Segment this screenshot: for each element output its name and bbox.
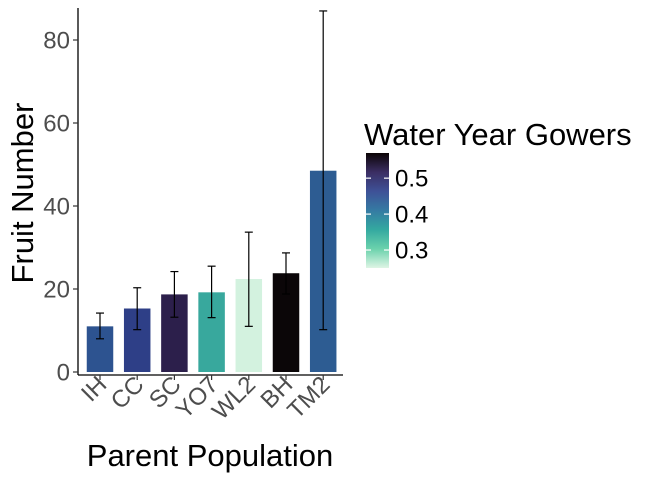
y-tick-label-80: 80: [43, 28, 70, 55]
error-bar-yo7: [207, 265, 216, 319]
y-tick-label-0: 0: [57, 360, 70, 387]
error-bar-tm2: [319, 10, 328, 331]
colorbar-label-0.3: 0.3: [395, 238, 428, 265]
x-tick-label-ih: IH: [76, 371, 112, 407]
x-tick-label-cc: CC: [106, 371, 150, 415]
error-bar-ih: [96, 312, 104, 340]
y-ticks: 0 20 40 60 80: [43, 28, 78, 387]
error-bar-wl2: [244, 231, 253, 327]
colorbar-label-0.4: 0.4: [395, 202, 428, 229]
legend-title: Water Year Gowers: [364, 117, 632, 152]
y-axis-title: Fruit Number: [5, 103, 40, 284]
error-bar-bh: [282, 252, 290, 295]
x-tick-label-tm2: TM2: [282, 371, 335, 424]
y-tick-label-20: 20: [43, 277, 70, 304]
x-tick-label-wl2: WL2: [207, 371, 261, 425]
y-tick-label-60: 60: [43, 111, 70, 138]
y-tick-label-40: 40: [43, 194, 70, 221]
colorbar: [366, 153, 389, 268]
error-bar-sc: [170, 270, 179, 318]
x-axis-title: Parent Population: [87, 438, 333, 473]
colorbar-label-0.5: 0.5: [395, 166, 428, 193]
colorbar-ticks: 0.3 0.4 0.5: [366, 166, 428, 265]
error-bars-layer: [96, 10, 328, 340]
error-bar-cc: [133, 287, 142, 331]
colorbar-legend: Water Year Gowers 0.3 0.4 0.5: [364, 117, 632, 268]
